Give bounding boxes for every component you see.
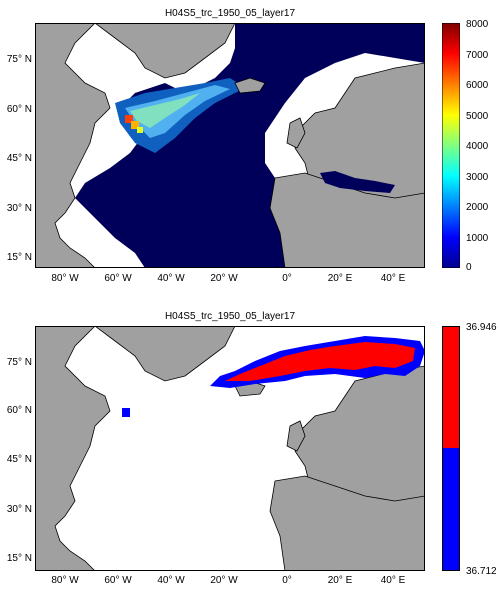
map1-cbar-tick-7000: 7000 [466,50,489,61]
map2-xlabel-40e: 40° E [380,575,406,586]
map2-frame [35,326,425,571]
map1-cbar-tick-4000: 4000 [466,141,489,152]
map1-land-uk [286,117,306,149]
map2-ylabel-45: 45° N [6,454,32,465]
map2-xlabel-0: 0° [282,575,292,586]
map1-cbar-tick-1000: 1000 [466,233,489,244]
map2-plot [35,326,425,571]
map2-colorbar-blue [442,448,460,571]
map1-xlabel-0: 0° [282,273,292,284]
map1-land-north-america [35,23,111,268]
map1-ylabel-45: 45° N [6,153,32,164]
map2-colorbar-red [442,326,460,448]
map1-cbar-tick-6000: 6000 [466,80,489,91]
map2-ylabel-15: 15° N [6,553,32,564]
map1-xlabel-40e: 40° E [380,273,406,284]
map2-ylabel-30: 30° N [6,504,32,515]
map2-xlabel-60w: 60° W [104,575,132,586]
map2-land-greenland [94,326,236,382]
map2-colorbar-frame [442,326,460,571]
map1-colorbar-gradient [442,23,460,268]
map1-xlabel-60w: 60° W [104,273,132,284]
map1-land-iceland [234,77,266,94]
map1-plume-yellow [137,127,143,133]
map1-xlabel-20w: 20° W [210,273,238,284]
map1-cbar-tick-5000: 5000 [466,111,489,122]
map2-cbar-tick-max: 36.946 [466,322,497,333]
map2-title: H04S5_trc_1950_05_layer17 [164,311,296,322]
map2-colorbar [442,326,460,571]
map1-xlabel-80w: 80° W [51,273,79,284]
map2-cbar-tick-min: 36.712 [466,566,497,577]
map1-colorbar [442,23,460,268]
map1-mediterranean [320,171,395,193]
map2-land-africa [269,475,425,571]
map1-plume-hot [125,115,133,123]
map1-xlabel-20e: 20° E [327,273,353,284]
map2-xlabel-80w: 80° W [51,575,79,586]
map2-blue-speck [122,408,130,417]
map1-cbar-tick-8000: 8000 [466,19,489,30]
map1-ylabel-15: 15° N [6,252,32,263]
map1-ylabel-60: 60° N [6,104,32,115]
map1-cbar-tick-3000: 3000 [466,172,489,183]
map1-plot [35,23,425,268]
map2-land-uk [286,420,306,452]
map1-ylabel-30: 30° N [6,203,32,214]
map2-xlabel-20e: 20° E [327,575,353,586]
map2-red-region [225,342,415,381]
map1-xlabel-40w: 40° W [157,273,185,284]
map1-cbar-tick-0: 0 [466,262,472,273]
map1-plume-inner [130,93,200,128]
map1-cbar-tick-2000: 2000 [466,202,489,213]
map2-xlabel-20w: 20° W [210,575,238,586]
map1-plume-warm [131,121,139,129]
map2-land-north-america [35,326,111,571]
map2-ylabel-60: 60° N [6,405,32,416]
map1-land-greenland [94,23,236,79]
map1-title: H04S5_trc_1950_05_layer17 [164,8,296,19]
map1-frame [35,23,425,268]
map2-xlabel-40w: 40° W [157,575,185,586]
map1-ylabel-75: 75° N [6,54,32,65]
map2-ylabel-75: 75° N [6,357,32,368]
